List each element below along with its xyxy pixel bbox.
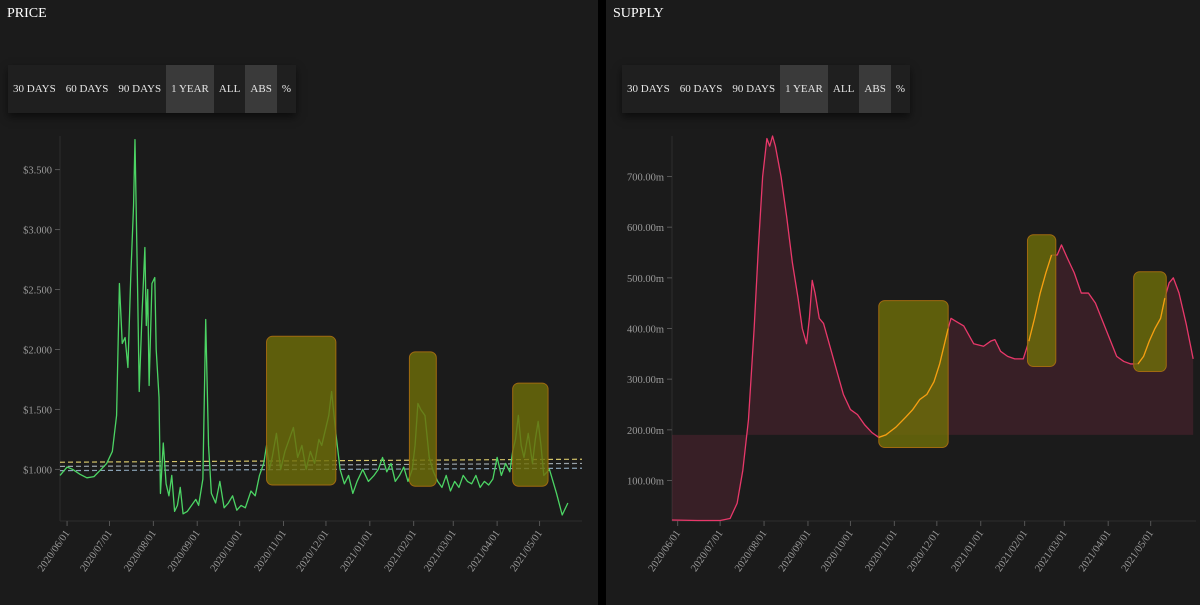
- price-range-30-days-button[interactable]: 30 DAYS: [13, 83, 56, 95]
- price-x-tick-label: 2021/01/01: [339, 528, 375, 574]
- price-title: PRICE: [7, 6, 47, 21]
- supply-range-30-days-button[interactable]: 30 DAYS: [627, 83, 670, 95]
- supply-range-1-year-button[interactable]: 1 YEAR: [780, 65, 828, 113]
- supply-x-tick-label: 2021/05/01: [1120, 528, 1156, 574]
- price-x-tick-label: 2020/07/01: [79, 528, 115, 574]
- price-x-tick-label: 2020/12/01: [295, 528, 331, 574]
- price-chart: $1.000 $1.500 $2.000 $2.500 $3.000 $3.500 2020…: [23, 136, 583, 574]
- price-x-tick-label: 2020/10/01: [209, 528, 245, 574]
- price-reference-line: [59, 462, 583, 468]
- price-abs-button[interactable]: ABS: [245, 65, 277, 113]
- supply-x-tick-label: 2020/12/01: [906, 528, 942, 574]
- supply-y-tick-label: 100.00m: [627, 476, 664, 487]
- supply-x-tick-label: 2021/04/01: [1077, 528, 1113, 574]
- supply-x-tick-label: 2020/06/01: [647, 528, 683, 574]
- supply-y-tick-label: 600.00m: [627, 223, 664, 234]
- supply-x-tick-label: 2020/09/01: [777, 528, 813, 574]
- supply-y-tick-label: 400.00m: [627, 325, 664, 336]
- supply-range-all-button[interactable]: ALL: [832, 83, 855, 95]
- price-y-tick-label: $3.000: [23, 226, 52, 237]
- supply-range-60-days-button[interactable]: 60 DAYS: [679, 83, 723, 95]
- price-x-tick-label: 2020/11/01: [253, 528, 289, 573]
- supply-y-tick-label: 500.00m: [627, 274, 664, 285]
- price-y-tick-label: $2.000: [23, 345, 52, 356]
- price-x-tick-label: 2021/03/01: [422, 528, 458, 574]
- supply-x-tick-label: 2021/03/01: [1033, 528, 1069, 574]
- supply-range-90-days-button[interactable]: 90 DAYS: [732, 83, 776, 95]
- price-range-60-days-button[interactable]: 60 DAYS: [65, 83, 109, 95]
- price-highlight-box: [408, 351, 437, 487]
- price-range-all-button[interactable]: ALL: [218, 83, 241, 95]
- supply-panel: SUPPLY 30 DAYS 60 DAYS 90 DAYS 1 YEAR AL…: [606, 0, 1200, 605]
- price-highlight-box: [512, 382, 549, 487]
- supply-y-tick-label: 300.00m: [627, 375, 664, 386]
- price-panel: PRICE 30 DAYS 60 DAYS 90 DAYS 1 YEAR ALL…: [0, 0, 598, 605]
- price-x-tick-label: 2021/04/01: [466, 528, 502, 574]
- supply-y-tick-label: 200.00m: [627, 426, 664, 437]
- supply-abs-button[interactable]: ABS: [859, 65, 891, 113]
- supply-x-tick-label: 2020/07/01: [689, 528, 725, 574]
- price-x-tick-label: 2020/09/01: [166, 528, 202, 574]
- supply-highlight-line-segment: [878, 328, 949, 439]
- supply-x-tick-label: 2020/08/01: [733, 528, 769, 574]
- supply-title: SUPPLY: [613, 6, 664, 21]
- price-highlight-box: [266, 335, 337, 486]
- price-range-toolbar: 30 DAYS 60 DAYS 90 DAYS 1 YEAR ALL ABS %: [8, 65, 296, 113]
- supply-x-tick-label: 2020/11/01: [864, 528, 900, 573]
- price-y-tick-label: $3.500: [23, 166, 52, 177]
- supply-chart: 100.00m 200.00m 300.00m 400.00m 500.00m 600.0…: [627, 135, 1196, 574]
- supply-x-tick-label: 2021/02/01: [994, 528, 1030, 574]
- supply-x-tick-label: 2021/01/01: [950, 528, 986, 574]
- supply-x-tick-label: 2020/10/01: [819, 528, 855, 574]
- price-reference-line: [59, 458, 583, 463]
- price-range-1-year-button[interactable]: 1 YEAR: [166, 65, 214, 113]
- supply-area-fill: [672, 136, 1194, 521]
- supply-highlight-line-segment: [1137, 297, 1166, 365]
- price-percent-button[interactable]: %: [281, 83, 291, 95]
- supply-highlight-box: [1133, 271, 1167, 373]
- price-y-tick-label: $1.500: [23, 405, 52, 416]
- supply-y-tick-label: 700.00m: [627, 173, 664, 184]
- price-y-tick-label: $1.000: [23, 465, 52, 476]
- supply-percent-button[interactable]: %: [895, 83, 905, 95]
- price-x-tick-label: 2021/02/01: [383, 528, 419, 574]
- supply-range-toolbar: 30 DAYS 60 DAYS 90 DAYS 1 YEAR ALL ABS %: [622, 65, 910, 113]
- price-x-tick-label: 2020/08/01: [122, 528, 158, 574]
- price-x-tick-label: 2021/05/01: [509, 528, 545, 574]
- price-range-90-days-button[interactable]: 90 DAYS: [118, 83, 162, 95]
- supply-highlight-box: [1026, 234, 1057, 367]
- price-x-tick-label: 2020/06/01: [36, 528, 72, 574]
- supply-highlight-box: [878, 300, 949, 449]
- supply-highlight-line-segment: [1028, 254, 1053, 342]
- price-y-tick-label: $2.500: [23, 286, 52, 297]
